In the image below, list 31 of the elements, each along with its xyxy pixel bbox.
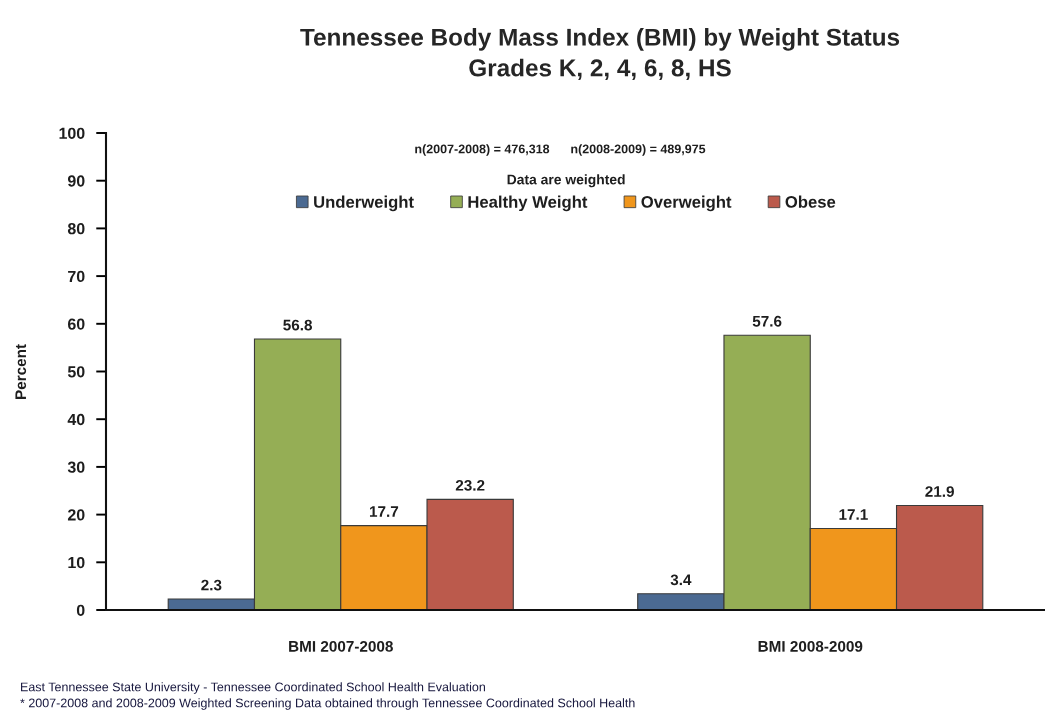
legend-label: Overweight	[641, 195, 732, 212]
y-tick-label: 30	[67, 461, 85, 473]
y-tick-label: 20	[67, 509, 85, 521]
y-tick-label: 70	[68, 270, 85, 283]
y-tick-label: 90	[67, 175, 85, 187]
y-tick-label: 10	[68, 556, 85, 569]
y-tick-label: 60	[67, 318, 85, 330]
data-label: 21.9	[925, 486, 954, 497]
y-tick-label: 50	[67, 366, 85, 378]
chart-title: Tennessee Body Mass Index (BMI) by Weight Status Grades K, 2, 4, 6, 8, HS	[300, 28, 900, 81]
data-label: 17.1	[839, 509, 868, 520]
data-label: 23.2	[455, 479, 485, 491]
legend-label: Underweight	[314, 195, 414, 212]
y-tick-label: 100	[59, 127, 85, 139]
legend-label: Healthy Weight	[468, 195, 588, 212]
text: n(2007-2008) = 476,318 n(2008-2009) = 489,975	[415, 144, 706, 156]
data-label: 17.7	[369, 506, 399, 517]
x-tick-label: BMI 2007-2008	[289, 640, 393, 652]
y-tick-label: 40	[67, 413, 85, 426]
data-label: 57.6	[752, 315, 782, 327]
text: * 2007-2008 and 2008-2009 Weighted Screening Data obtained through Tennessee Coordinated School Health	[20, 698, 635, 710]
y-axis-title: Percent	[15, 344, 27, 399]
x-tick-label: BMI 2008-2009	[758, 640, 863, 652]
data-label: 2.3	[201, 579, 222, 591]
data-label: 56.8	[283, 319, 313, 331]
y-tick-label: 80	[67, 223, 85, 235]
y-tick-label: 0	[76, 604, 85, 616]
data-label: 3.4	[670, 574, 692, 586]
legend-title: Data are weighted	[507, 174, 625, 188]
text: East Tennessee State University - Tennessee Coordinated School Health Evaluation	[21, 682, 485, 694]
legend-label: Obese	[785, 195, 836, 208]
